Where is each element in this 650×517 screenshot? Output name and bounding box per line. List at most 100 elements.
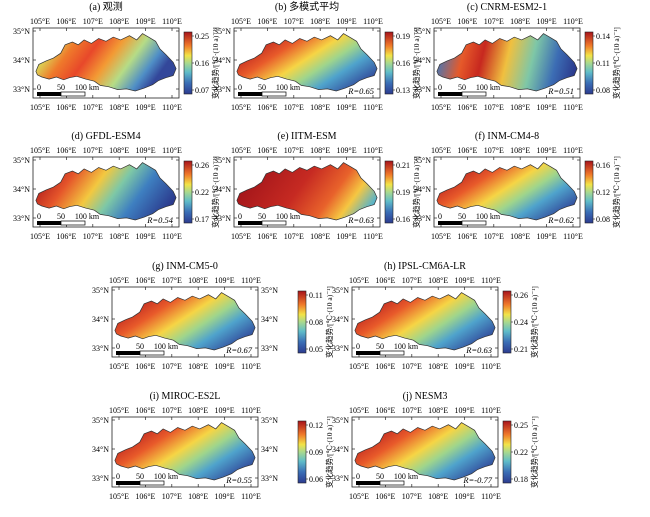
lat-label-left: 34°N: [214, 185, 231, 194]
lon-label-top: 108°E: [510, 146, 530, 155]
lon-label-bottom: 105°E: [231, 103, 251, 112]
lon-label-top: 107°E: [284, 17, 304, 26]
lon-label-bottom: 105°E: [109, 492, 129, 501]
panel-title: (f) INM-CM4-8: [475, 131, 539, 142]
scalebar-tick: 100 km: [276, 83, 301, 92]
lon-label-bottom: 110°E: [363, 232, 383, 241]
lon-label-top: 110°E: [363, 146, 383, 155]
lon-label-bottom: 106°E: [257, 232, 277, 241]
lon-label-top: 109°E: [337, 17, 357, 26]
lon-label-bottom: 105°E: [30, 103, 50, 112]
lat-label-left: 33°N: [92, 344, 109, 353]
scalebar-tick: 0: [37, 83, 41, 92]
lon-label-bottom: 108°E: [428, 362, 448, 371]
lon-label-bottom: 108°E: [109, 103, 129, 112]
colorbar: [297, 420, 307, 484]
lon-label-bottom: 109°E: [537, 232, 557, 241]
lon-label-top: 105°E: [109, 276, 129, 285]
lon-label-top: 105°E: [231, 17, 251, 26]
lon-label-bottom: 108°E: [510, 103, 530, 112]
lon-label-bottom: 107°E: [162, 492, 182, 501]
colorbar: [584, 160, 594, 224]
panel-title: (a) 观测: [89, 0, 123, 13]
scalebar-tick: 100 km: [154, 342, 179, 351]
colorbar-title: 变化趋势/[℃·(10 a)⁻¹]: [529, 416, 539, 488]
lon-label-top: 105°E: [109, 406, 129, 415]
lon-label-bottom: 109°E: [455, 492, 475, 501]
lon-label-top: 110°E: [481, 276, 501, 285]
lon-label-bottom: 110°E: [241, 492, 261, 501]
scalebar-tick: 0: [438, 212, 442, 221]
scalebar-tick: 0: [238, 212, 242, 221]
scalebar-tick: 50: [57, 212, 65, 221]
lon-label-top: 106°E: [56, 17, 76, 26]
lat-label-left: 35°N: [92, 416, 109, 425]
lon-label-bottom: 109°E: [215, 492, 235, 501]
lon-label-top: 106°E: [457, 146, 477, 155]
lat-label-right: 34°N: [261, 445, 278, 454]
lon-label-bottom: 106°E: [375, 492, 395, 501]
scalebar-tick: 50: [136, 472, 144, 481]
lon-label-bottom: 107°E: [484, 232, 504, 241]
panel-title: (e) IITM-ESM: [277, 131, 336, 142]
scalebar-white: [379, 480, 405, 486]
lon-label-bottom: 110°E: [481, 492, 501, 501]
scalebar-tick: 0: [438, 83, 442, 92]
map-panel-i: (i) MIROC-ES2L 105°E 106°E 107°E 108°E 109°E 1…: [92, 391, 334, 501]
lon-label-bottom: 108°E: [188, 492, 208, 501]
lat-label-right: 33°N: [261, 474, 278, 483]
lon-label-bottom: 107°E: [402, 492, 422, 501]
scalebar-tick: 50: [57, 83, 65, 92]
panel-title: (i) MIROC-ES2L: [150, 391, 221, 402]
scalebar-tick: 0: [356, 472, 360, 481]
colorbar-tick-label: 0.09: [309, 448, 323, 457]
lon-label-bottom: 106°E: [257, 103, 277, 112]
scalebar-black: [37, 221, 61, 225]
lon-label-top: 109°E: [537, 146, 557, 155]
lon-label-top: 107°E: [402, 276, 422, 285]
lon-label-top: 108°E: [510, 17, 530, 26]
lon-label-top: 106°E: [135, 276, 155, 285]
lat-label-left: 33°N: [332, 344, 349, 353]
lon-label-top: 106°E: [375, 276, 395, 285]
lon-label-top: 105°E: [231, 146, 251, 155]
scalebar-black: [356, 351, 380, 355]
lon-label-bottom: 108°E: [310, 232, 330, 241]
scalebar-tick: 100 km: [75, 212, 100, 221]
lon-label-bottom: 108°E: [310, 103, 330, 112]
lat-label-left: 35°N: [13, 156, 30, 165]
colorbar-tick-label: 0.21: [396, 161, 410, 170]
scalebar-tick: 100 km: [75, 83, 100, 92]
lat-label-left: 35°N: [332, 416, 349, 425]
scalebar-white: [461, 91, 487, 97]
lat-label-left: 34°N: [214, 56, 231, 65]
scalebar-black: [356, 481, 380, 485]
lat-label-right: 35°N: [261, 416, 278, 425]
scalebar-tick: 50: [258, 83, 266, 92]
colorbar-tick-label: 0.16: [195, 59, 209, 68]
lon-label-bottom: 110°E: [563, 103, 583, 112]
lat-label-left: 35°N: [92, 286, 109, 295]
scalebar-black: [116, 351, 140, 355]
lon-label-bottom: 108°E: [428, 492, 448, 501]
lon-label-top: 108°E: [310, 146, 330, 155]
correlation-r: R=-0.77: [462, 475, 492, 485]
region-trend-field: [436, 33, 578, 92]
lat-label-left: 33°N: [13, 85, 30, 94]
lon-label-top: 110°E: [363, 17, 383, 26]
colorbar: [584, 31, 594, 95]
map-panel-b: (b) 多模式平均 105°E 106°E 107°E 108°E 109°E 110°E 1…: [214, 0, 421, 112]
scalebar-tick: 50: [376, 472, 384, 481]
lon-label-bottom: 106°E: [56, 232, 76, 241]
lat-label-left: 34°N: [92, 315, 109, 324]
panel-title: (h) IPSL-CM6A-LR: [384, 261, 466, 272]
lon-label-top: 108°E: [428, 406, 448, 415]
lon-label-bottom: 109°E: [455, 362, 475, 371]
scalebar-tick: 100 km: [476, 212, 501, 221]
lon-label-bottom: 105°E: [109, 362, 129, 371]
lon-label-top: 105°E: [30, 146, 50, 155]
lat-label-left: 34°N: [13, 56, 30, 65]
colorbar-tick-label: 0.08: [596, 215, 610, 224]
lon-label-top: 107°E: [484, 146, 504, 155]
lon-label-bottom: 110°E: [363, 103, 383, 112]
